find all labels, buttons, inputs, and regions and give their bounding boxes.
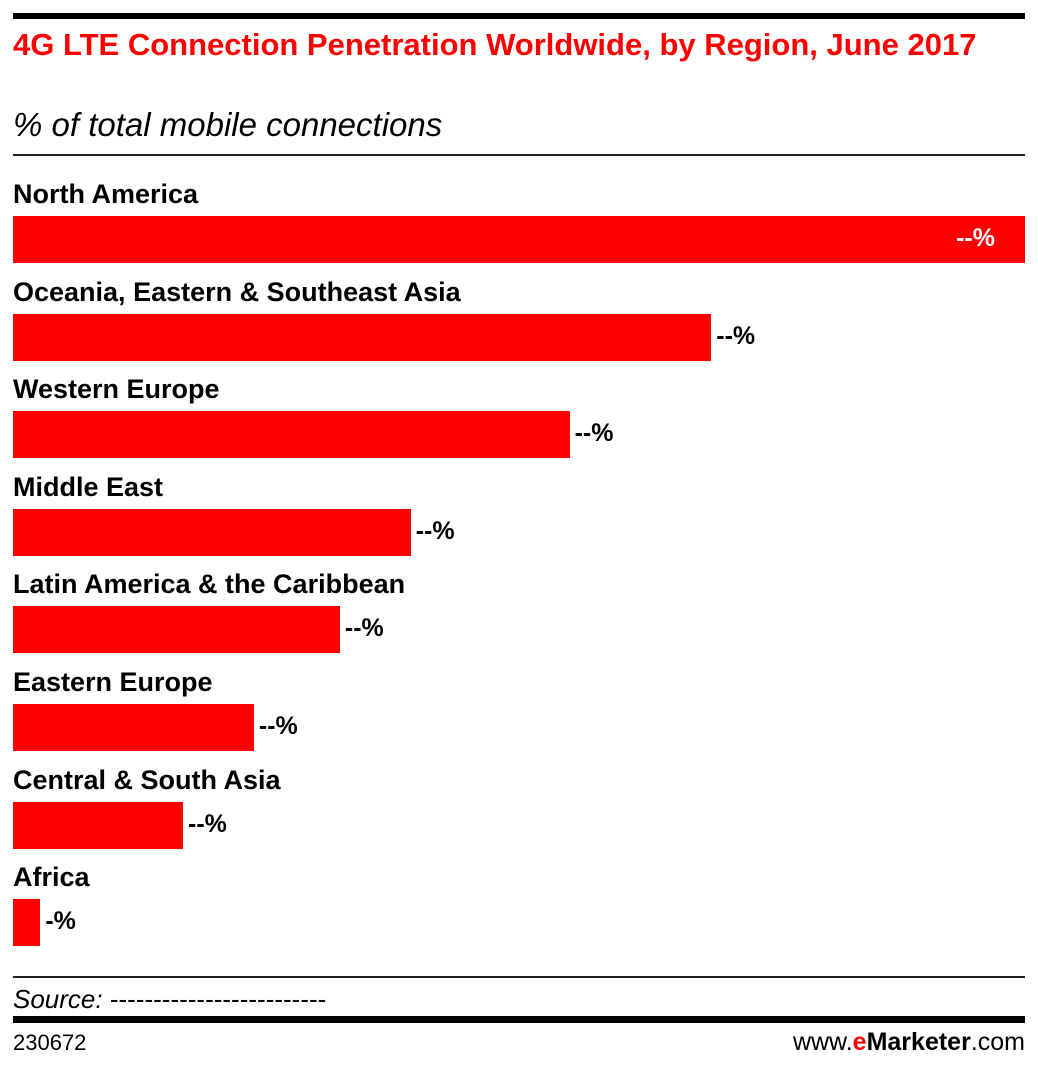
chart-subtitle: % of total mobile connections bbox=[13, 106, 443, 143]
bar bbox=[13, 216, 1025, 263]
category-label: Central & South Asia bbox=[13, 764, 281, 795]
top-rule bbox=[13, 13, 1025, 19]
category-label: Eastern Europe bbox=[13, 667, 213, 697]
data-label: --% bbox=[258, 712, 298, 740]
bar bbox=[13, 899, 41, 947]
bar bbox=[13, 704, 254, 751]
category-label: Latin America & the Caribbean bbox=[13, 569, 406, 600]
bar bbox=[13, 313, 712, 361]
data-label: --% bbox=[956, 224, 995, 252]
chart-title: 4G LTE Connection Penetration Worldwide,… bbox=[13, 27, 977, 62]
category-label: Oceania, Eastern & Southeast Asia bbox=[13, 276, 461, 307]
data-label: --% bbox=[716, 321, 756, 350]
category-label: Middle East bbox=[13, 471, 164, 502]
logo-main: Marketer bbox=[866, 1028, 971, 1056]
logo-e: e bbox=[852, 1028, 867, 1056]
category-label: Africa bbox=[13, 862, 90, 893]
bar bbox=[13, 801, 184, 849]
emarketer-logo[interactable]: www.eMarketer.com bbox=[793, 1028, 1025, 1057]
bar bbox=[13, 606, 340, 654]
footer-divider bbox=[13, 976, 1025, 978]
source-note: Source: ------------------------- bbox=[13, 984, 326, 1015]
data-label: --% bbox=[415, 516, 455, 545]
data-label: --% bbox=[188, 809, 227, 838]
chart-id: 230672 bbox=[13, 1030, 87, 1055]
data-label: --% bbox=[344, 614, 384, 643]
source-label: Source: bbox=[13, 984, 103, 1014]
logo-suffix: .com bbox=[970, 1028, 1025, 1056]
header-divider bbox=[13, 154, 1025, 156]
source-text: ------------------------- bbox=[109, 984, 327, 1014]
bar bbox=[13, 411, 570, 459]
category-label: North America bbox=[13, 179, 199, 209]
data-label: --% bbox=[574, 419, 614, 448]
data-label: -% bbox=[45, 907, 76, 936]
bar bbox=[13, 508, 411, 556]
category-label: Western Europe bbox=[13, 374, 220, 405]
footer-rule bbox=[13, 1016, 1025, 1023]
logo-prefix: www. bbox=[792, 1028, 853, 1056]
